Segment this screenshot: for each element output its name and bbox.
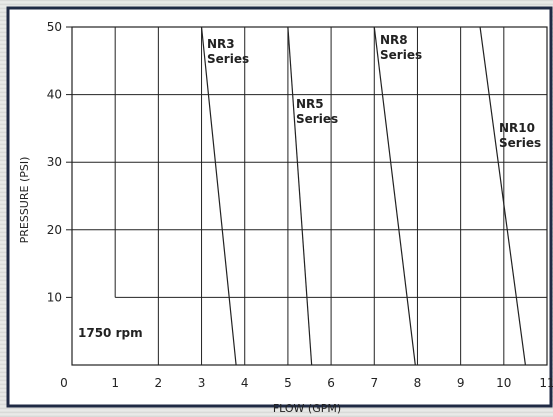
series-label-word: Series <box>207 52 249 66</box>
x-tick-label: 5 <box>284 376 292 390</box>
x-tick-label: 4 <box>241 376 249 390</box>
x-tick-label: 8 <box>414 376 422 390</box>
series-line <box>479 26 527 366</box>
series-label-word: Series <box>499 136 541 150</box>
y-tick-label: 20 <box>47 223 62 237</box>
series-lines <box>200 26 527 366</box>
x-tick-label: 9 <box>457 376 465 390</box>
y-tick-label: 10 <box>47 290 62 304</box>
y-tick-label: 30 <box>47 155 62 169</box>
tick-labels: 0 1 2 3 4 5 6 7 8 9 10 11 10 20 30 40 50 <box>47 20 553 390</box>
y-axis-title: PRESSURE (PSI) <box>18 157 31 244</box>
series-label-model: NR8 <box>380 33 408 47</box>
y-tick-label: 40 <box>47 88 62 102</box>
x-tick-label: 11 <box>539 376 553 390</box>
series-label-model: NR10 <box>499 121 535 135</box>
series-line <box>287 26 313 366</box>
x-tick-label: 2 <box>155 376 163 390</box>
series-line <box>373 26 416 366</box>
x-tick-label: 0 <box>60 376 68 390</box>
plot-area-border <box>71 26 548 366</box>
rpm-annotation: 1750 rpm <box>78 326 143 340</box>
chart-border <box>6 6 553 408</box>
x-tick-label: 1 <box>111 376 119 390</box>
series-label-model: NR5 <box>296 97 324 111</box>
grid-lines <box>66 26 548 366</box>
x-tick-label: 7 <box>370 376 378 390</box>
x-tick-label: 10 <box>496 376 511 390</box>
series-line <box>200 26 237 366</box>
x-tick-label: 6 <box>327 376 335 390</box>
x-axis-title: FLOW (GPM) <box>273 402 341 415</box>
y-tick-label: 50 <box>47 20 62 34</box>
series-label-model: NR3 <box>207 37 235 51</box>
x-tick-label: 3 <box>198 376 206 390</box>
series-label-word: Series <box>380 48 422 62</box>
series-label-word: Series <box>296 112 338 126</box>
